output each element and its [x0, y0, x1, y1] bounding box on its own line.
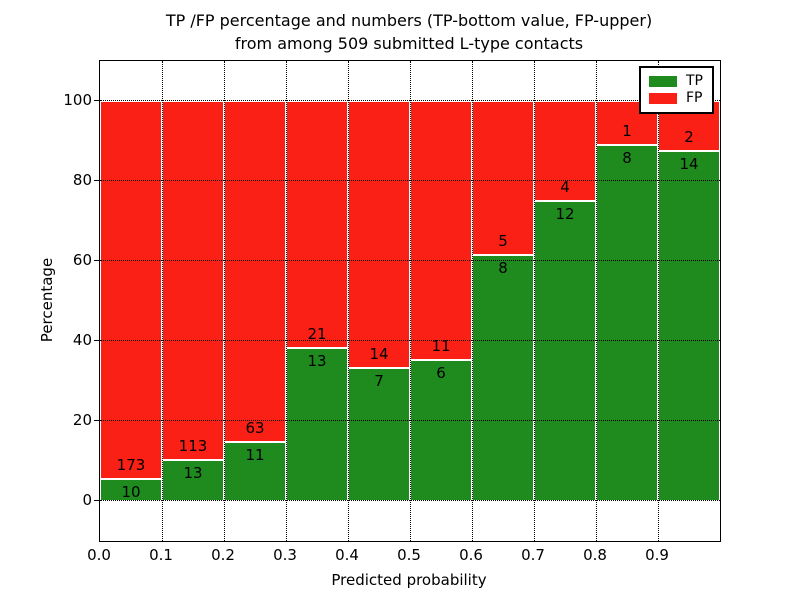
v-gridline [224, 61, 225, 541]
x-axis-label: Predicted probability [331, 571, 487, 589]
chart-title: TP /FP percentage and numbers (TP-bottom… [99, 9, 719, 55]
y-tick-mark [94, 500, 99, 501]
x-tick-label: 0.1 [149, 546, 173, 564]
y-tick-label: 0 [82, 491, 92, 509]
x-tick-label: 0.9 [645, 546, 669, 564]
fp-bar-segment [534, 101, 596, 201]
grid-layer [100, 61, 720, 541]
y-tick-label: 80 [72, 171, 92, 189]
tp-count-label: 14 [679, 155, 699, 173]
fp-bar-segment [286, 101, 348, 349]
fp-bar-segment [162, 101, 224, 460]
y-tick-mark [94, 180, 99, 181]
y-tick-label: 40 [72, 331, 92, 349]
y-tick-label: 100 [63, 91, 92, 109]
x-tick-label: 0.5 [397, 546, 421, 564]
bars-layer [100, 61, 720, 541]
plot-area: 173 10 113 13 63 11 21 13 14 7 11 6 5 8 4 12 1 8 2 14 TP FP [99, 60, 721, 542]
chart-title-line1: TP /FP percentage and numbers (TP-bottom… [165, 11, 653, 30]
tp-count-label: 11 [245, 445, 265, 464]
legend-item-tp: TP [649, 73, 703, 90]
fp-count-label: 5 [498, 231, 508, 250]
x-tick-label: 0.7 [521, 546, 545, 564]
y-tick-mark [94, 340, 99, 341]
fp-count-label: 173 [116, 456, 146, 475]
fp-count-label: 2 [684, 128, 694, 146]
tp-count-label: 10 [121, 483, 141, 502]
v-gridline [348, 61, 349, 541]
legend-swatch-tp-icon [649, 76, 677, 87]
fp-count-label: 14 [369, 344, 389, 363]
x-tick-label: 0.4 [335, 546, 359, 564]
v-gridline [596, 61, 597, 541]
legend-swatch-fp-icon [649, 93, 677, 104]
fp-bar-segment [100, 101, 162, 480]
tp-count-label: 8 [498, 258, 508, 277]
x-tick-label: 0.2 [211, 546, 235, 564]
v-gridline [472, 61, 473, 541]
x-tick-label: 0.3 [273, 546, 297, 564]
bar-annotations-layer: 173 10 113 13 63 11 21 13 14 7 11 6 5 8 4 12 1 8 2 14 [100, 61, 720, 541]
y-tick-mark [94, 260, 99, 261]
v-gridline [162, 61, 163, 541]
tp-count-label: 6 [436, 363, 446, 382]
tp-bar-segment [534, 201, 596, 501]
tp-count-label: 13 [183, 463, 203, 482]
fp-count-label: 113 [178, 436, 208, 455]
fp-count-label: 11 [431, 336, 451, 355]
fp-count-label: 1 [622, 122, 632, 141]
fp-count-label: 4 [560, 178, 570, 196]
x-tick-label: 0.0 [87, 546, 111, 564]
fp-count-label: 21 [307, 325, 327, 344]
y-tick-label: 20 [72, 411, 92, 429]
x-tick-label: 0.6 [459, 546, 483, 564]
v-gridline [534, 61, 535, 541]
legend: TP FP [639, 66, 714, 114]
tp-bar-segment [472, 254, 534, 501]
x-tick-label: 0.8 [583, 546, 607, 564]
fp-bar-segment [348, 101, 410, 368]
v-gridline [410, 61, 411, 541]
v-gridline [658, 61, 659, 541]
tp-count-label: 13 [307, 352, 327, 371]
y-tick-mark [94, 420, 99, 421]
tp-count-label: 7 [374, 371, 384, 390]
legend-label-fp: FP [686, 90, 703, 106]
y-tick-label: 60 [72, 251, 92, 269]
chart-title-line2: from among 509 submitted L-type contacts [234, 34, 584, 54]
tp-bar-segment [658, 151, 720, 501]
tp-count-label: 8 [622, 149, 632, 168]
v-gridline [286, 61, 287, 541]
fp-count-label: 63 [245, 418, 265, 437]
tp-count-label: 12 [555, 205, 575, 223]
legend-item-fp: FP [649, 90, 703, 107]
legend-label-tp: TP [686, 73, 703, 89]
y-tick-mark [94, 100, 99, 101]
